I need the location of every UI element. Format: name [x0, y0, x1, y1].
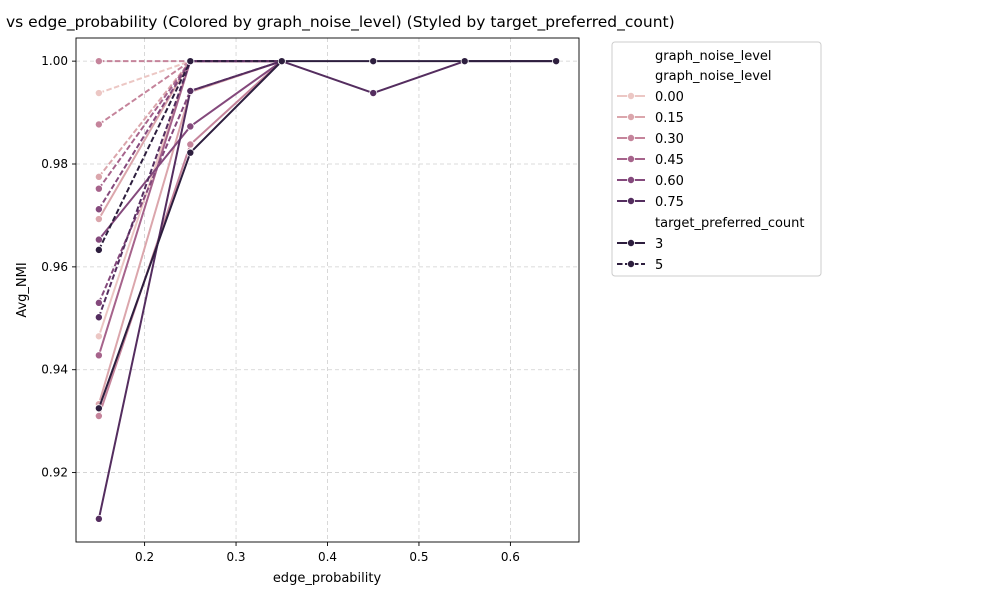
series-0.30-count-3 [94, 57, 286, 420]
y-tick-label: 0.92 [41, 466, 68, 480]
data-point [94, 215, 103, 224]
legend-item-0.60: 0.60 [617, 174, 684, 189]
series-line [97, 60, 557, 409]
data-point [369, 57, 378, 66]
legend-marker [627, 238, 636, 247]
x-tick-label: 0.2 [135, 550, 154, 564]
data-point [94, 235, 103, 244]
x-axis-label: edge_probability [273, 571, 382, 586]
data-point [94, 89, 103, 98]
data-point [94, 172, 103, 181]
data-point [94, 351, 103, 360]
legend: graph_noise_level graph_noise_level 0.00… [611, 41, 822, 277]
y-tick-label: 0.94 [41, 363, 68, 377]
legend-item-0.75: 0.75 [617, 195, 684, 210]
data-point [94, 313, 103, 322]
grid [76, 38, 579, 542]
legend-marker [627, 175, 636, 184]
data-point [94, 332, 103, 341]
data-point [186, 86, 195, 95]
axes: 0.2 0.3 0.4 0.5 0.6 0.92 0.94 0.96 0.98 1.00 [41, 54, 520, 564]
legend-item-0.00: 0.00 [617, 90, 684, 105]
legend-item-0.15: 0.15 [617, 111, 684, 126]
series-0.15-count-5 [94, 57, 286, 181]
series-0.75-count-5 [94, 57, 286, 322]
y-axis-label: Avg_NMI [15, 262, 30, 317]
legend-marker [627, 113, 636, 122]
data-point [186, 57, 195, 66]
legend-hue-items: 0.00 0.15 0.30 0.45 0.60 0.75 [617, 90, 684, 210]
y-tick-label: 1.00 [41, 54, 68, 68]
data-point [186, 140, 195, 149]
legend-item-0.30: 0.30 [617, 132, 684, 147]
data-point [94, 411, 103, 420]
legend-marker [627, 133, 636, 142]
x-tick-label: 0.5 [409, 550, 428, 564]
data-point [94, 205, 103, 214]
data-point [186, 122, 195, 131]
x-tick-label: 0.6 [501, 550, 520, 564]
legend-style-item-3: 3 [617, 237, 663, 252]
data-point [369, 89, 378, 98]
legend-marker [627, 92, 636, 101]
legend-marker [627, 259, 636, 268]
legend-style-items: 35 [617, 237, 663, 273]
data-point [277, 57, 286, 66]
series-line [97, 60, 283, 405]
data-point [94, 514, 103, 523]
y-tick-label: 0.98 [41, 157, 68, 171]
data-point [94, 57, 103, 66]
series-0.15-count-3 [94, 57, 286, 409]
data-point [94, 298, 103, 307]
legend-label: 0.30 [655, 132, 684, 147]
data-point [552, 57, 561, 66]
y-tick-label: 0.96 [41, 260, 68, 274]
legend-label: 5 [655, 258, 663, 273]
data-point [94, 404, 103, 413]
series-line [98, 60, 282, 178]
legend-item-0.45: 0.45 [617, 153, 684, 168]
x-tick-label: 0.4 [318, 550, 337, 564]
legend-marker [627, 154, 636, 163]
legend-label: 0.15 [655, 111, 684, 126]
legend-style-header: target_preferred_count [655, 216, 805, 231]
chart-title: vs edge_probability (Colored by graph_no… [6, 13, 675, 32]
legend-label: 0.00 [655, 90, 684, 105]
data-point [94, 245, 103, 254]
x-tick-label: 0.3 [226, 550, 245, 564]
legend-label: 0.60 [655, 174, 684, 189]
legend-box [611, 41, 822, 277]
legend-style-item-5: 5 [617, 258, 663, 273]
legend-hue-header: graph_noise_level [655, 69, 772, 84]
legend-marker [627, 196, 636, 205]
legend-label: 0.45 [655, 153, 684, 168]
series-line [97, 60, 282, 337]
legend-title: graph_noise_level [655, 49, 772, 64]
series-0.60-count-5 [94, 57, 286, 214]
series-line [97, 60, 282, 318]
series-dark-count-5 [94, 57, 286, 254]
data-point [460, 57, 469, 66]
series-layer [94, 57, 561, 523]
legend-label: 0.75 [655, 195, 684, 210]
data-point [186, 148, 195, 157]
data-point [94, 120, 103, 129]
data-point [94, 184, 103, 193]
legend-label: 3 [655, 237, 663, 252]
